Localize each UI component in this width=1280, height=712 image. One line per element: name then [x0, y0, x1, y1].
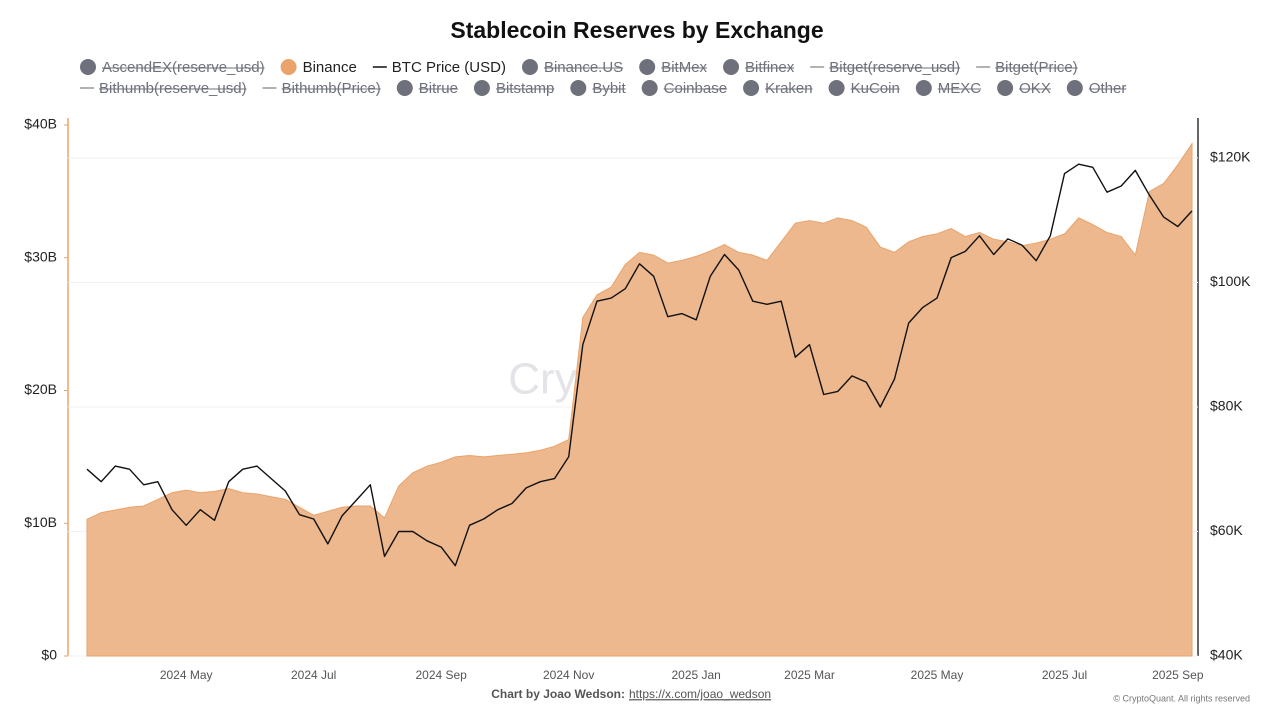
legend-marker	[521, 59, 538, 75]
y2-tick-label: $60K	[1210, 522, 1243, 538]
legend-item: Other	[1066, 80, 1127, 97]
y2-tick-label: $100K	[1210, 273, 1251, 289]
line	[86, 163, 1193, 567]
legend-marker	[639, 59, 656, 75]
legend-item: Bithumb(reserve_usd)	[80, 80, 247, 97]
legend-label: BTC Price (USD)	[392, 59, 506, 76]
legend-marker	[570, 80, 587, 96]
legend-marker	[1066, 80, 1083, 96]
legend-label: AscendEX(reserve_usd)	[102, 59, 265, 76]
legend-label: Bitget(Price)	[995, 59, 1078, 76]
x-tick-label: 2025 May	[911, 668, 964, 682]
legend-label: OKX	[1019, 80, 1051, 97]
legend-marker	[828, 80, 845, 96]
x-tick-label: 2025 Jul	[1042, 668, 1087, 682]
legend-label: Other	[1089, 80, 1127, 97]
legend-label: Kraken	[765, 80, 813, 97]
legend-marker	[280, 59, 297, 75]
legend-label: Binance.US	[544, 59, 623, 76]
y-tick-label: $30B	[24, 248, 57, 264]
legend-item: AscendEX(reserve_usd)	[80, 59, 265, 76]
legend-label: MEXC	[938, 80, 982, 97]
legend-item: Bitrue	[396, 80, 458, 97]
legend-item: BitMex	[639, 59, 708, 76]
x-tick-label: 2024 Jul	[291, 668, 336, 682]
y-tick-label: $40B	[24, 116, 57, 132]
legend-label: Bitget(reserve_usd)	[829, 59, 960, 76]
x-tick-label: 2025 Sep	[1152, 668, 1204, 682]
legend-label: Binance	[303, 59, 357, 76]
legend-marker	[641, 80, 658, 96]
legend-label: BitMex	[661, 59, 707, 76]
area	[86, 141, 1193, 657]
legend-label: Bithumb(Price)	[282, 80, 381, 97]
y-tick-label: $20B	[24, 381, 57, 397]
x-tick-label: 2024 May	[160, 668, 213, 682]
x-tick-label: 2024 Nov	[543, 668, 594, 682]
legend-marker	[473, 80, 490, 96]
legend-item: Bitget(Price)	[976, 59, 1078, 76]
legend-item: Bitget(reserve_usd)	[810, 59, 961, 76]
y-tick-label: $10B	[24, 514, 57, 530]
legend-label: Coinbase	[664, 80, 727, 97]
y2-tick-label: $80K	[1210, 398, 1243, 414]
legend-item: MEXC	[915, 80, 982, 97]
legend-marker	[396, 80, 413, 96]
x-tick-label: 2024 Sep	[415, 668, 467, 682]
legend-label: Bitstamp	[496, 80, 554, 97]
y2-tick-label: $40K	[1210, 647, 1243, 663]
credit-label: Chart by Joao Wedson:	[491, 687, 625, 701]
legend-item: Bitstamp	[473, 80, 555, 97]
legend-label: Bitfinex	[745, 59, 795, 76]
copyright: © CryptoQuant. All rights reserved	[1113, 693, 1250, 703]
legend-marker	[997, 80, 1014, 96]
legend-item: Bybit	[570, 80, 626, 97]
legend-item: Bitfinex	[723, 59, 795, 76]
legend-label: Bitrue	[419, 80, 458, 97]
y2-tick-label: $120K	[1210, 149, 1251, 165]
legend-item: Binance.US	[521, 59, 624, 76]
legend-item: KuCoin	[828, 80, 900, 97]
y-tick-label: $0	[41, 647, 57, 663]
legend-marker	[915, 80, 932, 96]
x-tick-label: 2025 Mar	[784, 668, 835, 682]
legend-marker	[80, 59, 96, 75]
legend-item: Bithumb(Price)	[262, 80, 381, 97]
legend-item: OKX	[997, 80, 1051, 97]
legend-item: Coinbase	[641, 80, 728, 97]
legend-item: BTC Price (USD)	[372, 59, 506, 76]
legend-marker	[743, 80, 760, 96]
legend-item: Binance	[280, 59, 357, 76]
legend-marker	[723, 59, 740, 75]
credit-link[interactable]: https://x.com/joao_wedson	[629, 687, 771, 701]
x-tick-label: 2025 Jan	[671, 668, 720, 682]
legend-label: Bybit	[592, 80, 626, 97]
legend-label: Bithumb(reserve_usd)	[99, 80, 247, 97]
legend-item: Kraken	[743, 80, 813, 97]
chart-title: Stablecoin Reserves by Exchange	[450, 17, 823, 43]
legend-label: KuCoin	[851, 80, 900, 97]
